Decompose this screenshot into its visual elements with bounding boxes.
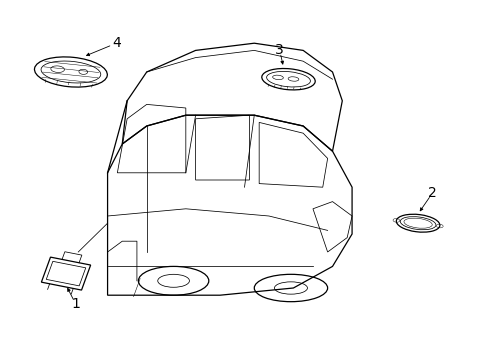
Text: 3: 3: [275, 44, 284, 57]
Text: 1: 1: [71, 297, 80, 311]
Text: 2: 2: [427, 186, 436, 199]
Text: 4: 4: [112, 36, 121, 50]
